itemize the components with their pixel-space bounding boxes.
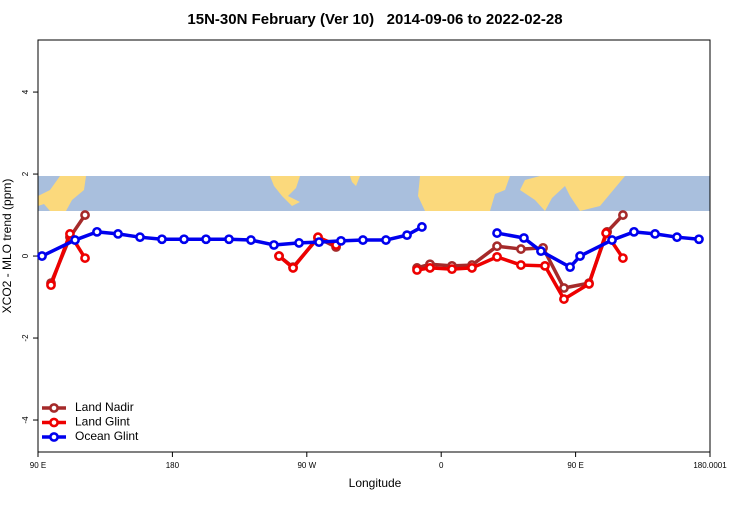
- x-tick-label: 90 E: [30, 461, 46, 470]
- legend-label: Land Nadir: [75, 400, 134, 414]
- map-band: [38, 176, 710, 211]
- data-point: [336, 235, 346, 246]
- data-point: [70, 235, 80, 245]
- x-tick-label: 90 E: [567, 461, 583, 470]
- data-point: [358, 235, 368, 245]
- series-line: [496, 230, 700, 269]
- data-point: [694, 234, 704, 245]
- data-point: [559, 294, 569, 304]
- data-point: [618, 253, 628, 263]
- land: [270, 176, 300, 206]
- data-point: [412, 265, 422, 275]
- data-point: [157, 234, 167, 245]
- data-point: [46, 280, 56, 291]
- data-point: [559, 283, 569, 293]
- data-point: [179, 234, 189, 245]
- y-tick-label: 0: [21, 253, 30, 258]
- data-point: [381, 235, 391, 245]
- data-point: [492, 228, 502, 238]
- x-tick-label: 0: [439, 461, 444, 470]
- y-tick-label: 4: [21, 89, 30, 94]
- land: [520, 176, 625, 211]
- land: [38, 176, 86, 211]
- y-tick-label: 2: [21, 171, 30, 176]
- data-point: [540, 260, 550, 271]
- data-point: [425, 263, 435, 273]
- data-point: [519, 233, 529, 243]
- data-point: [269, 240, 279, 250]
- y-tick-label: -4: [21, 416, 30, 424]
- data-point: [288, 263, 298, 273]
- data-point: [113, 229, 123, 239]
- y-tick-label: -2: [21, 334, 30, 342]
- x-tick-label: 90 W: [297, 461, 316, 470]
- data-point: [536, 246, 546, 257]
- data-point: [37, 251, 47, 261]
- data-point: [618, 210, 628, 220]
- data-point: [417, 222, 427, 232]
- data-point: [447, 264, 457, 275]
- data-point: [650, 229, 660, 239]
- data-point: [565, 262, 575, 273]
- data-point: [607, 235, 617, 245]
- data-point: [584, 279, 594, 289]
- data-point: [294, 238, 304, 248]
- data-point: [65, 229, 75, 239]
- x-tick-label: 180.0001: [693, 461, 727, 470]
- data-point: [274, 251, 284, 261]
- data-point: [516, 260, 526, 270]
- data-point: [601, 228, 611, 238]
- data-point: [467, 263, 477, 273]
- y-axis-label: XCO2 - MLO trend (ppm): [0, 179, 14, 314]
- data-point: [80, 253, 90, 263]
- data-point: [672, 232, 682, 243]
- data-point: [402, 230, 412, 241]
- chart-title: 15N-30N February (Ver 10) 2014-09-06 to …: [187, 11, 562, 28]
- data-point: [246, 235, 256, 245]
- legend-marker: [49, 432, 59, 442]
- data-point: [492, 241, 502, 252]
- legend-marker: [49, 417, 59, 428]
- legend-label: Land Glint: [75, 415, 130, 429]
- data-point: [80, 210, 90, 220]
- data-point: [92, 226, 102, 237]
- data-point: [314, 237, 324, 248]
- land: [418, 176, 510, 211]
- data-point: [575, 251, 585, 261]
- data-point: [629, 226, 639, 237]
- legend-label: Ocean Glint: [75, 429, 139, 443]
- data-point: [516, 244, 526, 254]
- land: [350, 176, 360, 186]
- data-point: [492, 251, 502, 262]
- data-point: [224, 234, 234, 245]
- x-axis-label: Longitude: [349, 476, 402, 490]
- data-point: [201, 234, 211, 245]
- x-tick-label: 180: [166, 461, 180, 470]
- plot-frame: [37, 39, 711, 453]
- data-point: [135, 232, 145, 243]
- legend-marker: [49, 403, 59, 413]
